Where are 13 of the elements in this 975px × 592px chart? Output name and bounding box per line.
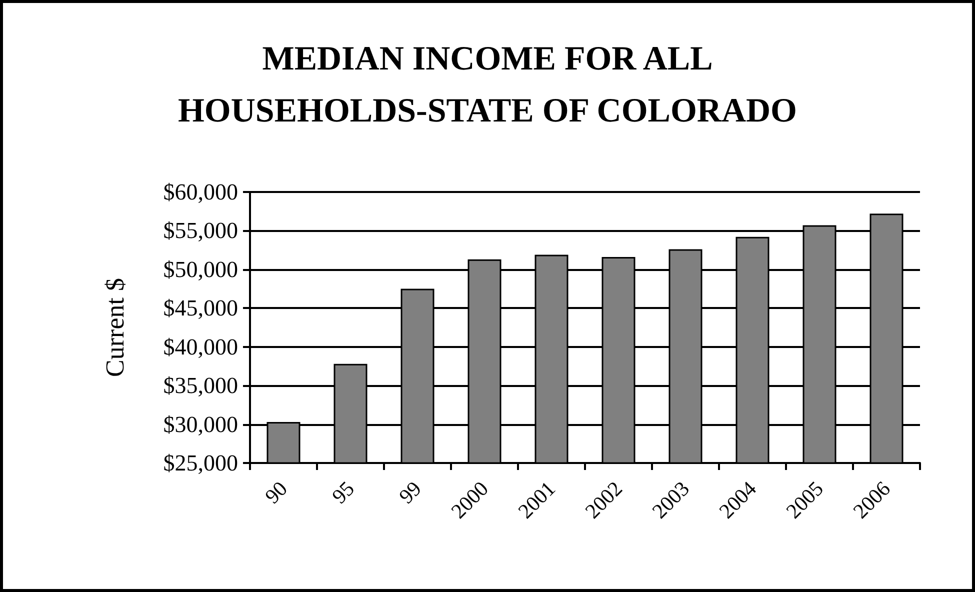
y-tick-label: $55,000	[163, 218, 238, 244]
y-tick-label: $50,000	[163, 256, 238, 282]
x-tick-label: 99	[394, 476, 426, 508]
y-tick-label: $25,000	[163, 450, 238, 476]
y-tick-label: $35,000	[163, 373, 238, 398]
y-axis-title: Current $	[100, 278, 130, 377]
y-tick-label: $30,000	[163, 412, 238, 437]
y-tick-label: $40,000	[163, 334, 238, 360]
chart-title: MEDIAN INCOME FOR ALL HOUSEHOLDS-STATE OF COLORADO	[178, 40, 798, 130]
x-tick-label: 95	[327, 476, 359, 508]
y-tick-label: $45,000	[163, 296, 238, 321]
y-tick-label: $60,000	[163, 180, 238, 204]
x-tick-label: 90	[260, 476, 292, 508]
